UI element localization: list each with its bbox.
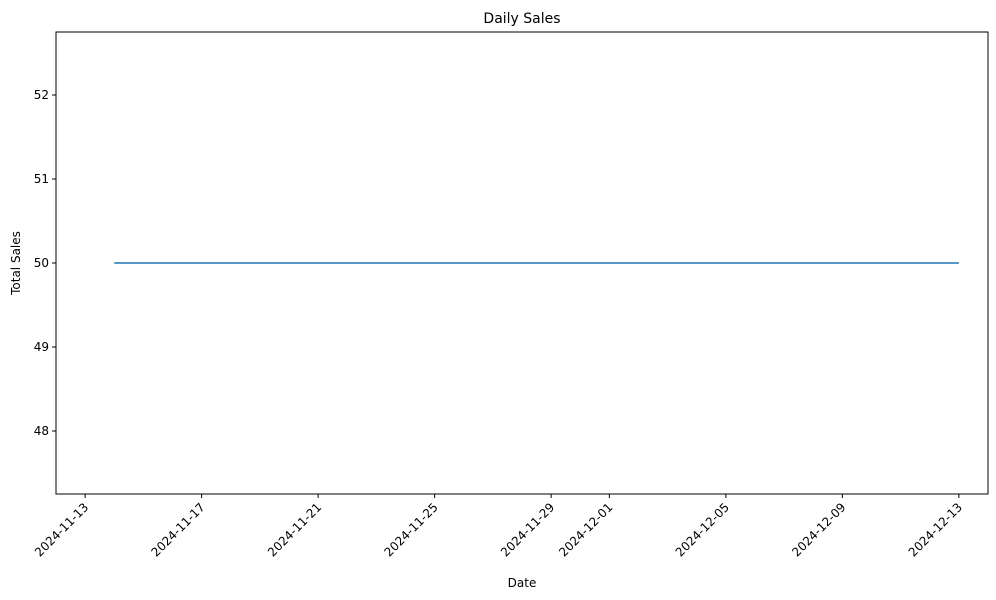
y-axis-label: Total Sales (9, 231, 23, 296)
y-tick-label: 51 (34, 172, 49, 186)
y-tick-label: 50 (34, 256, 49, 270)
y-tick-label: 49 (34, 340, 49, 354)
y-tick-label: 52 (34, 88, 49, 102)
chart-title: Daily Sales (483, 11, 560, 27)
x-axis-label: Date (508, 576, 537, 590)
y-tick-label: 48 (34, 424, 49, 438)
